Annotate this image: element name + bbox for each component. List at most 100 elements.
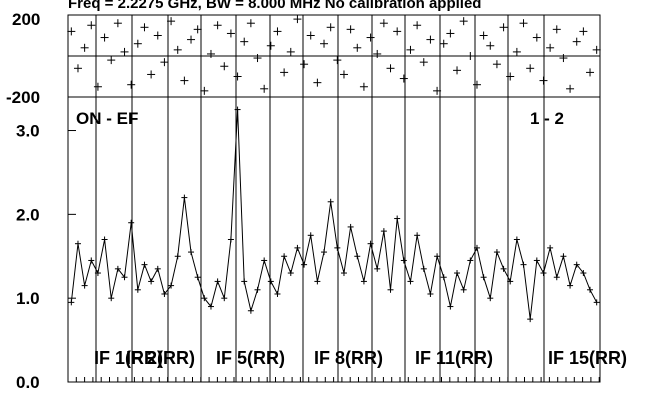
phase-point <box>187 35 196 44</box>
phase-point <box>492 60 501 69</box>
amplitude-point <box>547 244 554 251</box>
annotation-right: 1 - 2 <box>530 109 564 128</box>
amplitude-point <box>587 286 594 293</box>
phase-tick-label-bottom: -200 <box>6 88 40 107</box>
amplitude-point <box>480 274 487 281</box>
amplitude-point <box>354 253 361 260</box>
phase-point <box>366 33 375 42</box>
phase-point <box>213 21 222 30</box>
amplitude-grid <box>95 97 545 382</box>
amplitude-point <box>301 261 308 268</box>
phase-point <box>273 27 282 36</box>
segment-label: IF 1(RR) <box>94 348 163 368</box>
phase-point <box>180 76 189 85</box>
phase-point <box>120 47 129 56</box>
phase-point <box>226 29 235 38</box>
amplitude-point <box>580 270 587 277</box>
phase-point <box>93 82 102 91</box>
phase-point <box>559 54 568 63</box>
phase-point <box>353 43 362 52</box>
amplitude-point <box>387 286 394 293</box>
phase-point <box>87 21 96 30</box>
amplitude-point <box>540 270 547 277</box>
amplitude-point <box>101 236 108 243</box>
phase-grid <box>95 15 545 97</box>
phase-point <box>326 23 335 32</box>
amplitude-point <box>287 270 294 277</box>
amplitude-point <box>81 282 88 289</box>
amplitude-point <box>128 219 135 226</box>
amplitude-point <box>174 253 181 260</box>
segment-label: IF 15(RR) <box>548 348 627 368</box>
phase-point <box>526 64 535 73</box>
phase-point <box>546 43 555 52</box>
phase-point <box>100 33 109 42</box>
phase-point <box>300 60 309 69</box>
chart-title: Freq = 2.2275 GHz, BW = 8.000 MHz No cal… <box>68 0 481 12</box>
amplitude-point <box>567 282 574 289</box>
amplitude-point <box>420 265 427 272</box>
amplitude-point <box>467 257 474 264</box>
phase-points <box>67 15 601 95</box>
amplitude-y-tick-label: 2.0 <box>16 205 40 224</box>
phase-point <box>426 35 435 44</box>
amplitude-point <box>374 265 381 272</box>
amplitude-point <box>533 257 540 264</box>
phase-point <box>386 64 395 73</box>
phase-point <box>80 43 89 52</box>
amplitude-point <box>74 240 81 247</box>
amplitude-point <box>207 303 214 310</box>
phase-point <box>579 27 588 36</box>
amplitude-point <box>214 278 221 285</box>
amplitude-series-line <box>70 109 598 320</box>
phase-point <box>339 70 348 79</box>
amplitude-point <box>241 278 248 285</box>
amplitude-point <box>314 278 321 285</box>
phase-point <box>293 15 302 24</box>
phase-point <box>320 39 329 48</box>
phase-point <box>399 74 408 83</box>
amplitude-point <box>154 265 161 272</box>
segment-label: IF 5(RR) <box>216 348 285 368</box>
amplitude-point <box>473 244 480 251</box>
amplitude-panel: 0.0 1.0 2.0 3.0 ON - EF 1 - 2 IF 1(RR)IF 2(… <box>16 96 627 392</box>
amplitude-point <box>161 290 168 297</box>
amplitude-point <box>414 232 421 239</box>
amplitude-point <box>307 232 314 239</box>
amplitude-point <box>394 215 401 222</box>
amplitude-point <box>327 198 334 205</box>
phase-point <box>160 58 169 67</box>
phase-point <box>167 17 176 26</box>
amplitude-point <box>334 244 341 251</box>
phase-point <box>253 54 262 63</box>
amplitude-point <box>593 299 600 306</box>
amplitude-point <box>94 270 101 277</box>
phase-point <box>373 49 382 58</box>
amplitude-y-tick-label: 1.0 <box>16 289 40 308</box>
segment-label: IF 11(RR) <box>415 348 493 368</box>
amplitude-point <box>400 257 407 264</box>
amplitude-point <box>500 265 507 272</box>
amplitude-point <box>254 286 261 293</box>
amplitude-point <box>68 299 75 306</box>
phase-point <box>346 25 355 34</box>
amplitude-point <box>141 261 148 268</box>
amplitude-y-tick-label: 3.0 <box>16 122 40 141</box>
amplitude-point <box>274 290 281 297</box>
amplitude-point <box>201 295 208 302</box>
amplitude-point <box>573 261 580 268</box>
phase-point <box>572 37 581 46</box>
amplitude-point <box>321 249 328 256</box>
phase-point <box>552 25 561 34</box>
phase-point <box>419 58 428 67</box>
phase-point <box>240 37 249 46</box>
phase-panel: 200 -200 <box>6 10 601 107</box>
amplitude-point <box>367 240 374 247</box>
amplitude-point <box>380 228 387 235</box>
phase-point <box>393 27 402 36</box>
amplitude-point <box>360 278 367 285</box>
phase-point <box>313 78 322 87</box>
phase-point <box>439 39 448 48</box>
amplitude-point <box>281 253 288 260</box>
amplitude-point <box>520 261 527 268</box>
